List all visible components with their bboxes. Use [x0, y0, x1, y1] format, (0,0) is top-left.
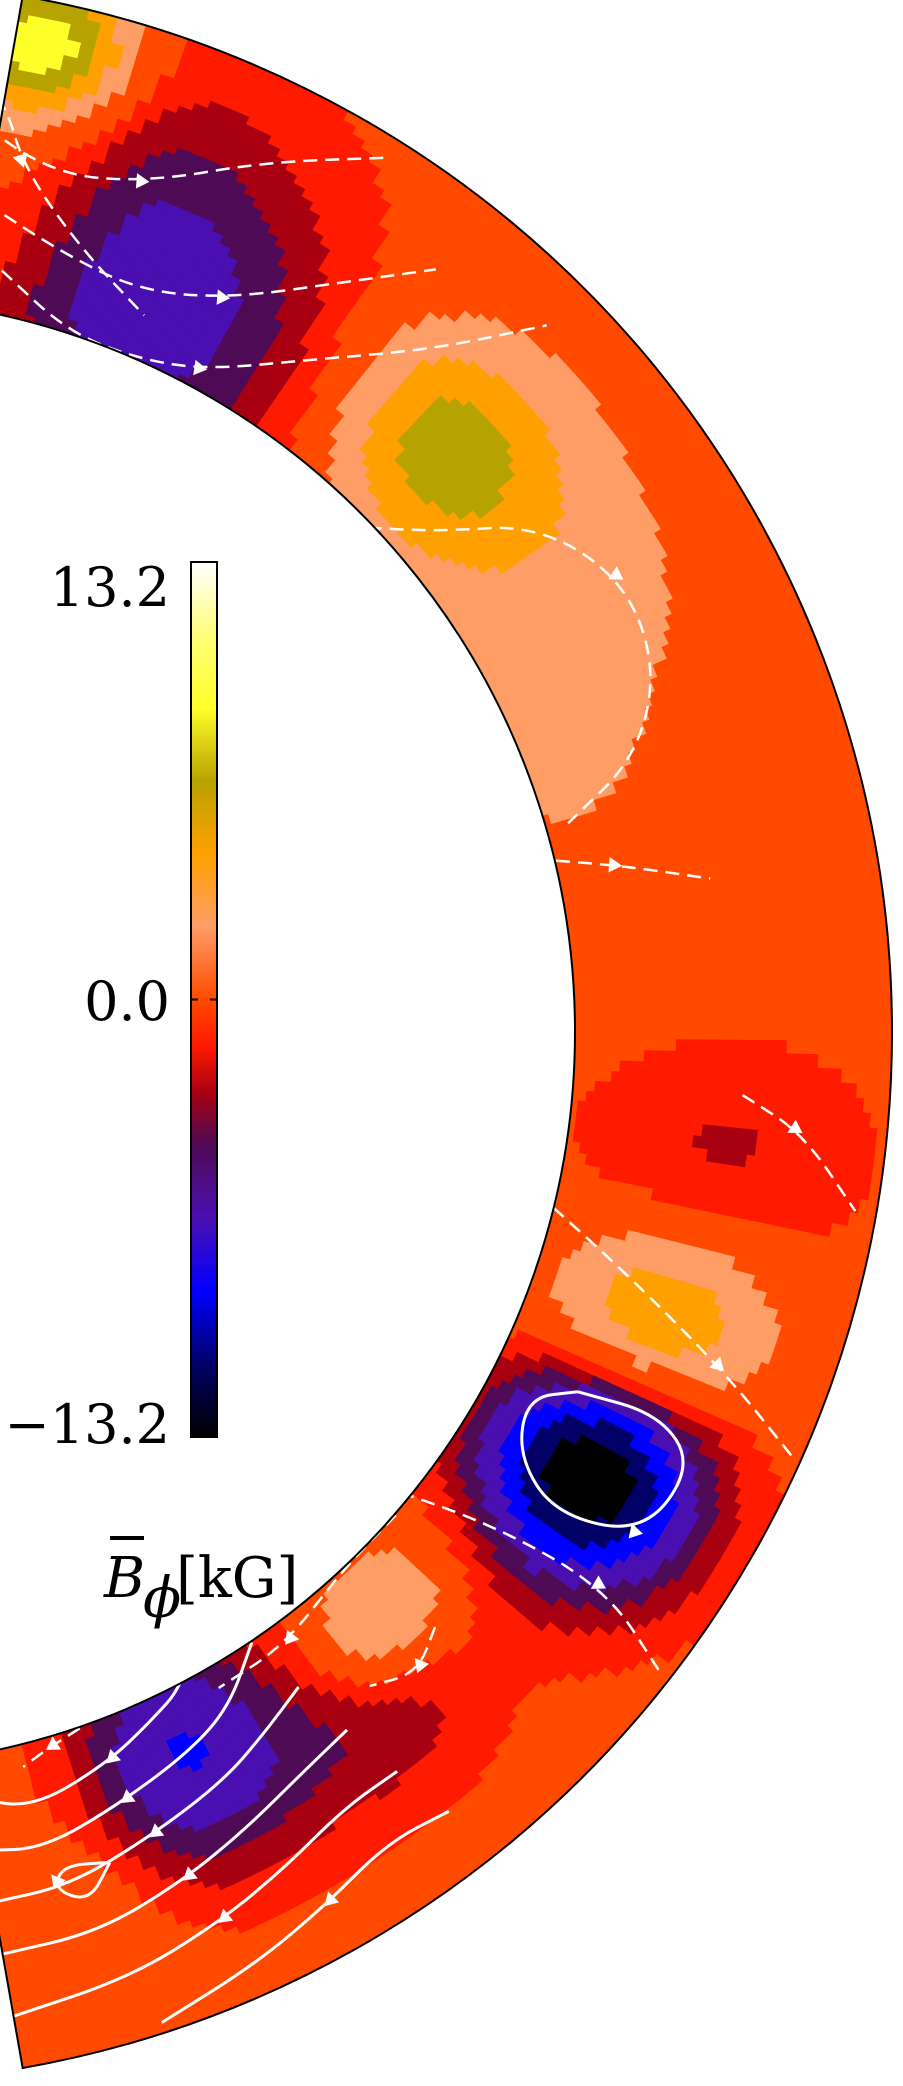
figure: 13.2 0.0 −13.2 B ϕ [kG] [0, 0, 893, 2070]
field-contour-layer [0, 0, 893, 2069]
meridional-shell [0, 0, 893, 2070]
